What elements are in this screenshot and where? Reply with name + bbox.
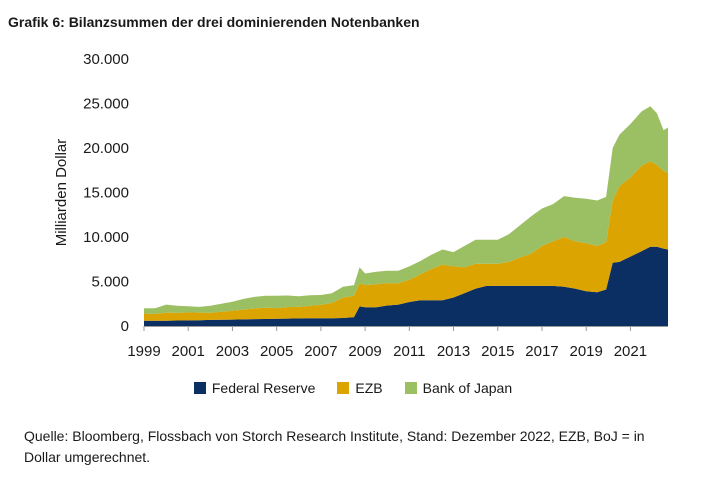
x-tick-label: 1999 [127,343,160,360]
legend-label-fed: Federal Reserve [211,380,316,396]
x-tick-label: 2003 [216,343,249,360]
x-tick-label: 2005 [260,343,293,360]
source-note: Quelle: Bloomberg, Flossbach von Storch … [24,428,645,465]
y-tick-label: 15.000 [83,185,129,202]
y-tick-label: 30.000 [83,51,129,68]
area-ezb [144,161,668,321]
legend-swatch-ezb [337,382,350,394]
x-tick-label: 2021 [614,343,647,360]
y-tick-label: 10.000 [83,229,129,246]
legend-label-ezb: EZB [355,380,383,396]
legend: Federal Reserve EZB Bank of Japan [0,380,706,396]
legend-swatch-boj [404,382,417,394]
x-tick-label: 2017 [525,343,558,360]
area-fed [144,246,668,326]
stacked-areas [144,106,668,326]
chart-title: Grafik 6: Bilanzsummen der drei dominier… [8,14,420,30]
legend-swatch-fed [193,382,206,394]
x-tick-label: 2015 [481,343,514,360]
y-tick-label: 0 [121,318,129,335]
x-tick-label: 2007 [304,343,337,360]
y-tick-label: 5.000 [91,274,129,291]
axes [143,326,668,331]
x-axis-tick-labels: 1999 2001 2003 2005 2007 2009 2011 2013 2015 2017… [127,343,647,360]
x-tick-label: 2019 [570,343,603,360]
y-tick-label: 25.000 [83,96,129,113]
legend-item-ezb: EZB [337,380,383,396]
y-tick-label: 20.000 [83,140,129,157]
x-tick-label: 2001 [172,343,205,360]
x-tick-label: 2011 [393,343,425,360]
x-tick-label: 2013 [437,343,470,360]
area-chart: 0 5.000 10.000 15.000 20.000 25.000 30.000 199… [53,51,668,360]
y-axis-title: Milliarden Dollar [53,139,70,247]
x-tick-label: 2009 [348,343,381,360]
area-boj [144,106,668,314]
legend-item-boj: Bank of Japan [404,380,513,396]
legend-label-boj: Bank of Japan [422,380,513,396]
y-axis-tick-labels: 0 5.000 10.000 15.000 20.000 25.000 30.000 [83,51,129,335]
legend-item-fed: Federal Reserve [193,380,316,396]
